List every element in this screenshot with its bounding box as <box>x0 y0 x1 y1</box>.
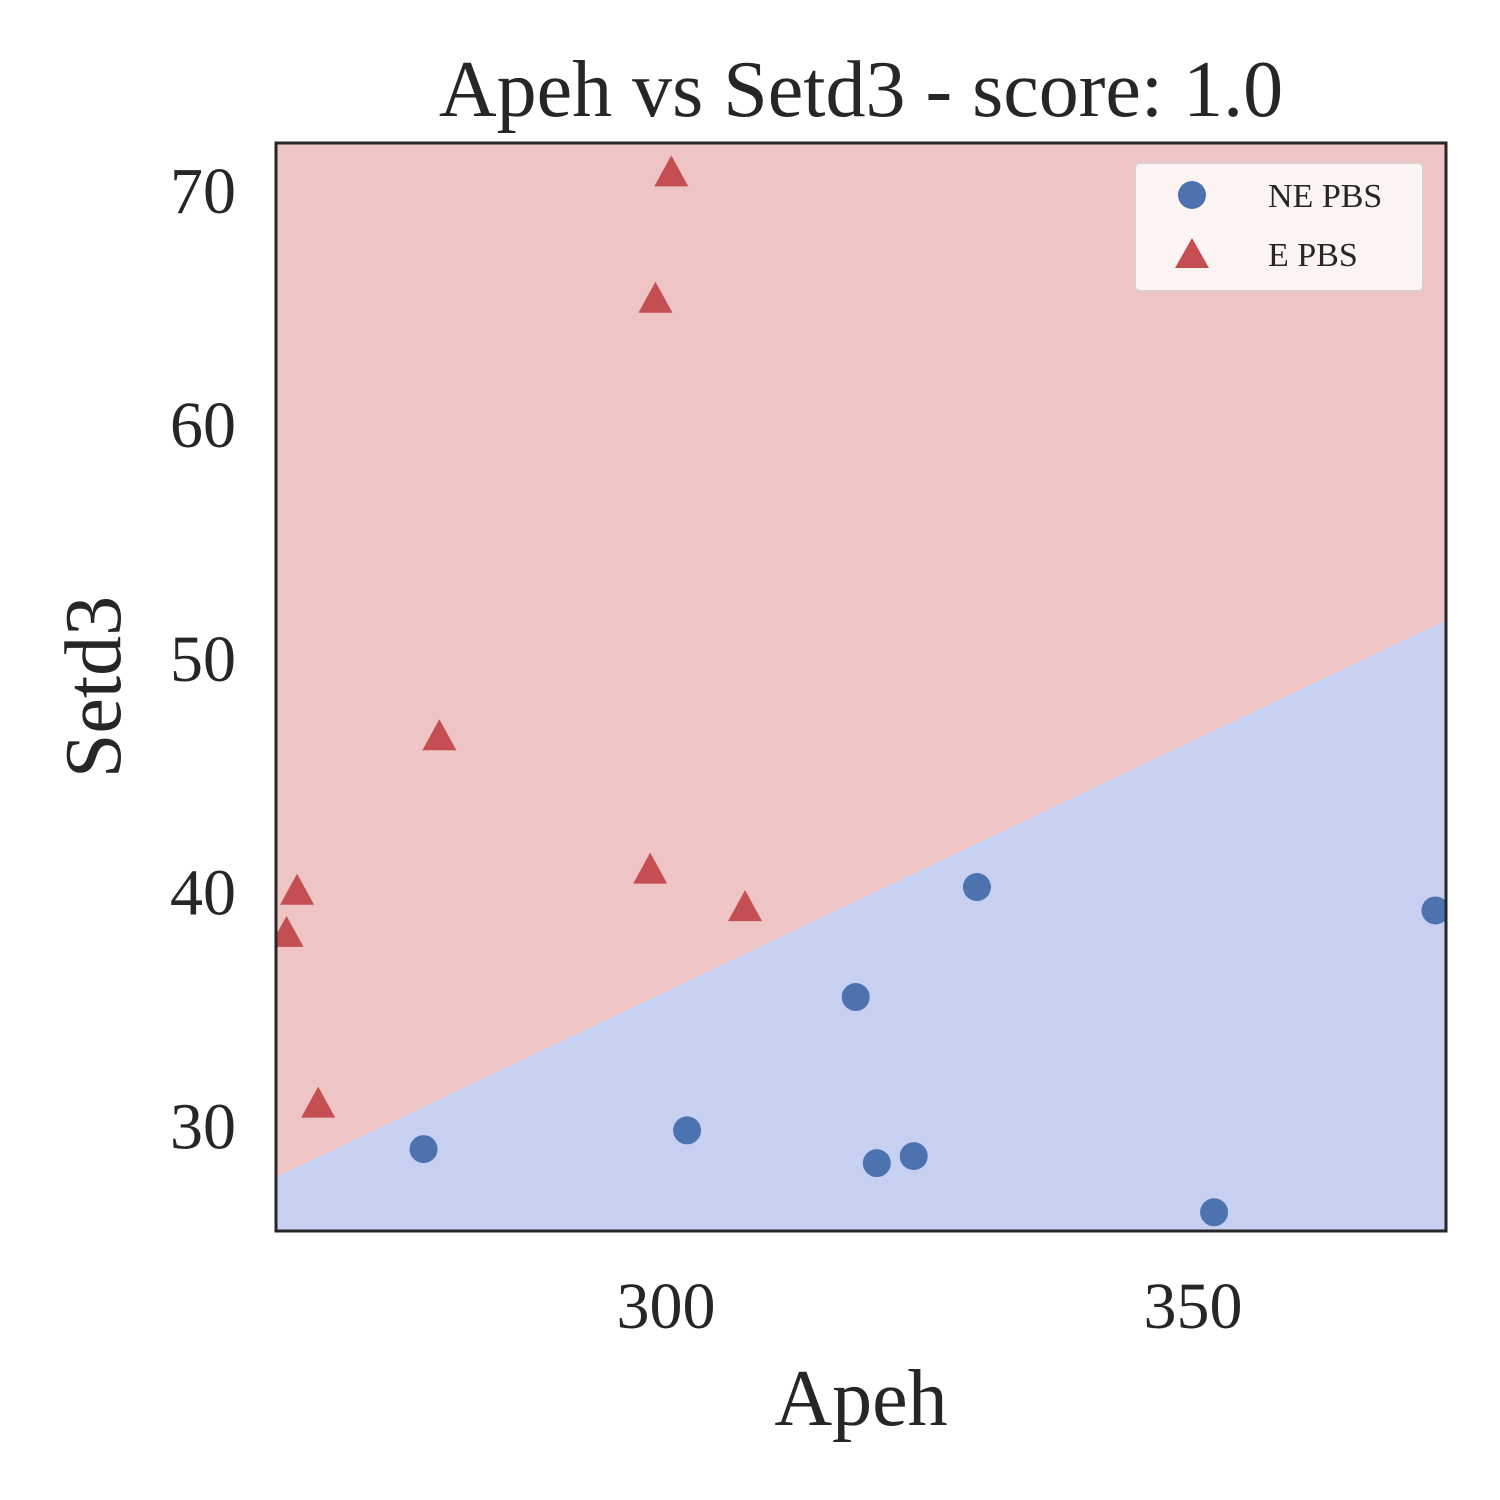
decision-regions <box>276 143 1446 1231</box>
point-e-pbs-0 <box>276 915 304 947</box>
chart-title: Apeh vs Setd3 - score: 1.0 <box>439 46 1283 134</box>
y-axis-ticks: 30 40 50 60 70 <box>170 155 236 1164</box>
x-axis-label: Apeh <box>774 1355 947 1443</box>
y-tick-label-70: 70 <box>170 155 236 228</box>
point-e-pbs-5 <box>638 281 673 313</box>
point-ne-pbs-2 <box>841 983 870 1012</box>
legend-box <box>1134 162 1424 292</box>
point-e-pbs-1 <box>280 873 315 905</box>
point-ne-pbs-0 <box>409 1135 438 1164</box>
legend-label-e-pbs: E PBS <box>1268 237 1358 274</box>
x-tick-label-350: 350 <box>1144 1270 1243 1343</box>
point-ne-pbs-6 <box>1200 1198 1229 1227</box>
legend-label-ne-pbs: NE PBS <box>1268 178 1382 215</box>
y-tick-label-40: 40 <box>170 857 236 930</box>
point-ne-pbs-7 <box>1421 896 1446 925</box>
point-e-pbs-4 <box>633 852 668 884</box>
data-points <box>276 155 1446 1227</box>
plot-frame <box>274 141 1448 1233</box>
ne-pbs-region <box>276 620 1446 1231</box>
y-tick-label-60: 60 <box>170 389 236 462</box>
legend-marker-ne-pbs <box>1178 181 1206 209</box>
point-e-pbs-7 <box>728 890 763 922</box>
y-axis-label: Setd3 <box>50 596 138 778</box>
y-tick-label-30: 30 <box>170 1091 236 1164</box>
point-e-pbs-6 <box>654 155 689 187</box>
point-ne-pbs-1 <box>673 1116 702 1145</box>
x-tick-label-300: 300 <box>617 1270 716 1343</box>
legend: NE PBS E PBS <box>1134 162 1424 292</box>
point-e-pbs-2 <box>301 1086 336 1118</box>
point-ne-pbs-4 <box>899 1142 928 1171</box>
e-pbs-region <box>276 143 1446 1178</box>
point-ne-pbs-5 <box>962 873 991 902</box>
x-axis-ticks: 300 350 <box>617 1270 1243 1343</box>
point-e-pbs-3 <box>422 719 457 751</box>
legend-marker-e-pbs <box>1175 238 1209 268</box>
y-tick-label-50: 50 <box>170 623 236 696</box>
point-ne-pbs-3 <box>862 1149 891 1178</box>
